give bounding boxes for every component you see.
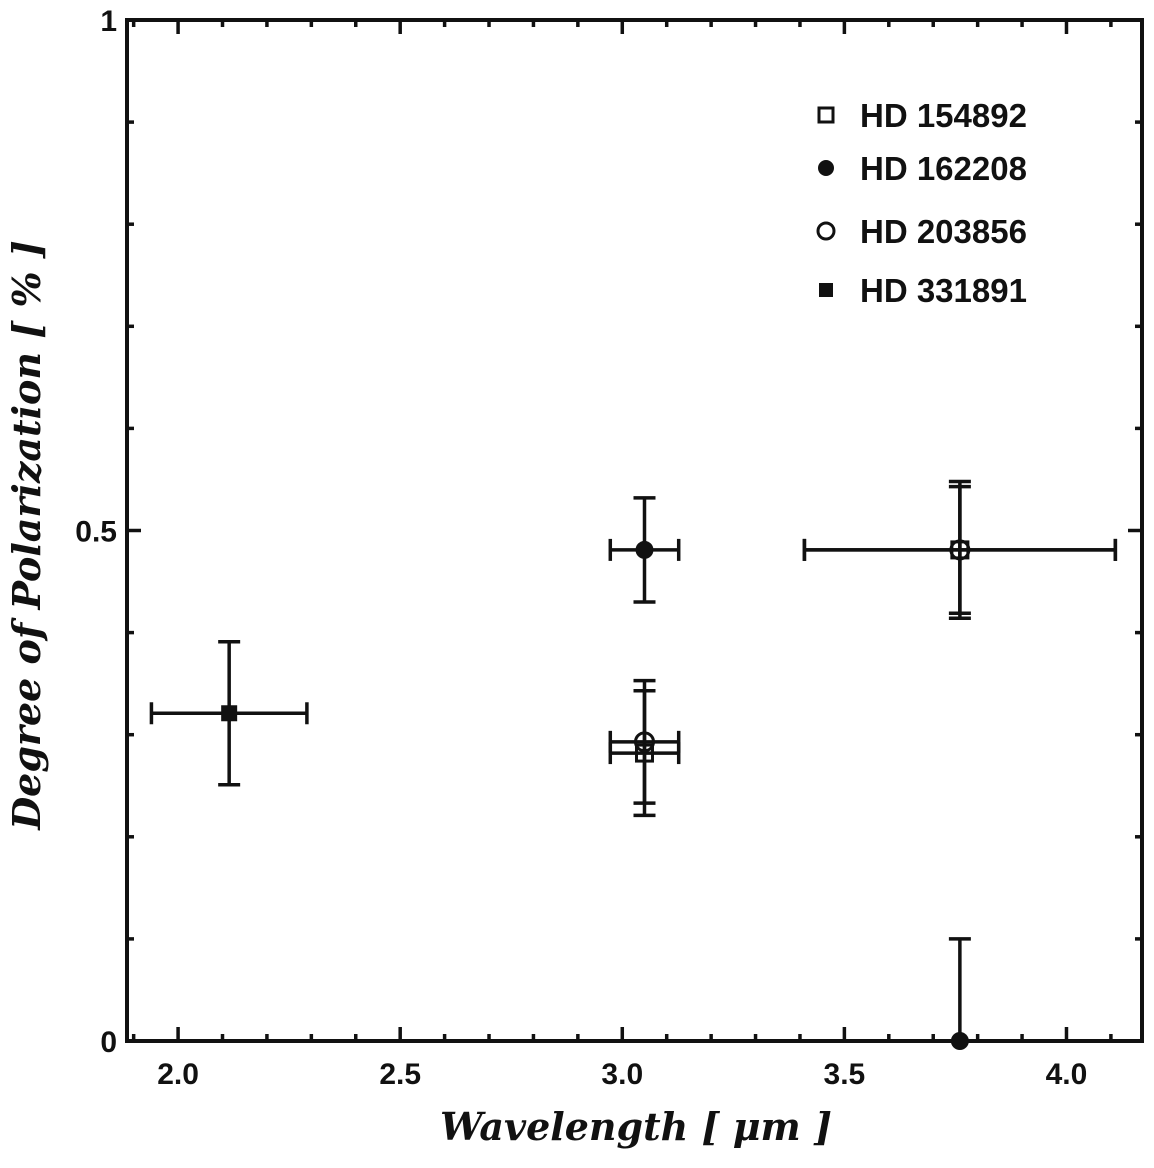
y-tick-label: 0.5 xyxy=(75,516,117,549)
legend-label: HD 162208 xyxy=(860,150,1027,187)
marker-open-circle xyxy=(949,539,971,561)
y-tick-label: 0 xyxy=(100,1026,117,1059)
y-tick-label: 1 xyxy=(100,5,117,38)
x-tick-label: 3.5 xyxy=(824,1058,866,1091)
x-tick-label: 4.0 xyxy=(1046,1058,1088,1091)
x-tick-label: 3.0 xyxy=(601,1058,643,1091)
x-axis-label: Wavelength [ μm ] xyxy=(440,1104,832,1149)
legend-label: HD 203856 xyxy=(860,213,1027,250)
marker-filled-circle xyxy=(635,540,654,559)
legend-label: HD 331891 xyxy=(860,272,1027,309)
marker-open-circle xyxy=(633,731,655,753)
marker-open-circle xyxy=(816,221,836,241)
marker-filled-square xyxy=(221,705,238,722)
plot-frame xyxy=(125,18,1144,1043)
legend-label: HD 154892 xyxy=(860,97,1027,134)
x-tick-label: 2.5 xyxy=(379,1058,421,1091)
y-axis-label: Degree of Polarization [ % ] xyxy=(4,240,49,831)
legend: HD 154892 HD 162208 HD 203856 HD 331891 xyxy=(816,97,1027,309)
x-tick-label: 2.0 xyxy=(157,1058,199,1091)
marker-open-square xyxy=(817,106,835,124)
marker-filled-square xyxy=(819,283,833,297)
marker-filled-circle xyxy=(818,160,834,176)
